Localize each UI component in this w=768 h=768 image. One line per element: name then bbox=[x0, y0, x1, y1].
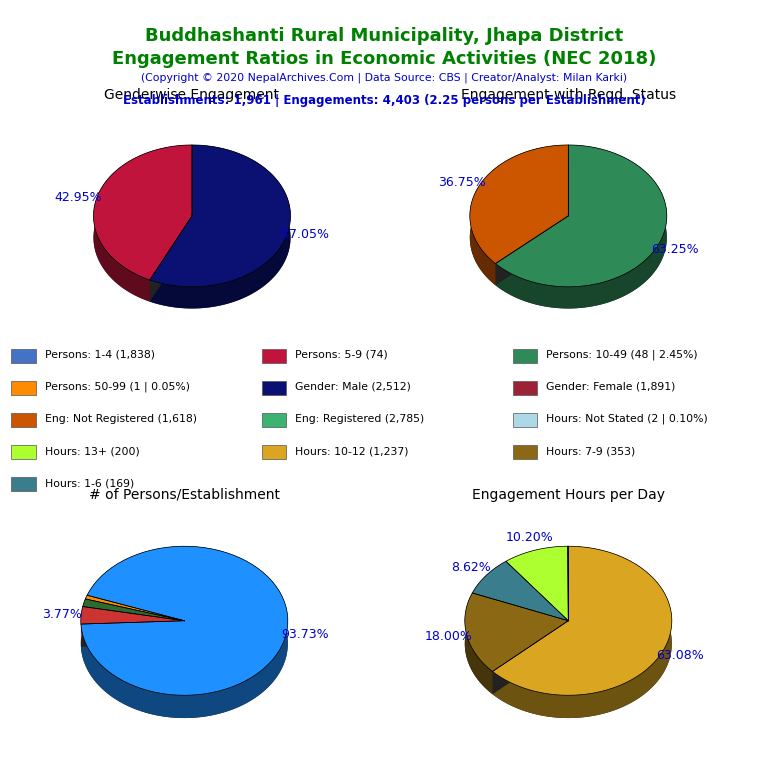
Bar bbox=[263, 445, 286, 459]
Text: Engagement Ratios in Economic Activities (NEC 2018): Engagement Ratios in Economic Activities… bbox=[112, 50, 656, 68]
Bar bbox=[12, 349, 35, 362]
Polygon shape bbox=[83, 599, 184, 644]
Text: 63.08%: 63.08% bbox=[657, 650, 704, 662]
Text: 93.73%: 93.73% bbox=[281, 627, 329, 641]
Polygon shape bbox=[465, 593, 568, 671]
Text: Persons: 1-4 (1,838): Persons: 1-4 (1,838) bbox=[45, 349, 154, 359]
Polygon shape bbox=[506, 546, 568, 621]
Text: 10.20%: 10.20% bbox=[505, 531, 553, 544]
Text: Establishments: 1,961 | Engagements: 4,403 (2.25 persons per Establishment): Establishments: 1,961 | Engagements: 4,4… bbox=[123, 94, 645, 107]
Bar bbox=[513, 445, 538, 459]
Text: Persons: 10-49 (48 | 2.45%): Persons: 10-49 (48 | 2.45%) bbox=[546, 349, 698, 360]
Polygon shape bbox=[94, 145, 192, 302]
Bar bbox=[12, 478, 35, 492]
Polygon shape bbox=[81, 607, 184, 647]
Text: 8.62%: 8.62% bbox=[452, 561, 492, 574]
Text: 63.25%: 63.25% bbox=[650, 243, 698, 257]
Polygon shape bbox=[495, 145, 667, 309]
Text: (Copyright © 2020 NepalArchives.Com | Data Source: CBS | Creator/Analyst: Milan : (Copyright © 2020 NepalArchives.Com | Da… bbox=[141, 73, 627, 84]
Text: 42.95%: 42.95% bbox=[55, 191, 102, 204]
Text: Hours: Not Stated (2 | 0.10%): Hours: Not Stated (2 | 0.10%) bbox=[546, 414, 708, 425]
Polygon shape bbox=[81, 607, 184, 624]
Title: # of Persons/Establishment: # of Persons/Establishment bbox=[89, 488, 280, 502]
Polygon shape bbox=[83, 599, 184, 621]
Text: 18.00%: 18.00% bbox=[424, 631, 472, 644]
Bar bbox=[12, 413, 35, 427]
Polygon shape bbox=[81, 569, 288, 718]
Polygon shape bbox=[470, 145, 568, 285]
Title: Engagement Hours per Day: Engagement Hours per Day bbox=[472, 488, 665, 502]
Bar bbox=[263, 381, 286, 395]
Bar bbox=[513, 381, 538, 395]
Text: Persons: 50-99 (1 | 0.05%): Persons: 50-99 (1 | 0.05%) bbox=[45, 382, 190, 392]
Text: Gender: Female (1,891): Gender: Female (1,891) bbox=[546, 382, 676, 392]
Polygon shape bbox=[81, 546, 288, 695]
Bar bbox=[12, 381, 35, 395]
Bar bbox=[513, 413, 538, 427]
Polygon shape bbox=[94, 167, 290, 309]
Bar bbox=[12, 445, 35, 459]
Polygon shape bbox=[465, 569, 672, 718]
Text: Buddhashanti Rural Municipality, Jhapa District: Buddhashanti Rural Municipality, Jhapa D… bbox=[145, 27, 623, 45]
Text: Gender: Male (2,512): Gender: Male (2,512) bbox=[296, 382, 412, 392]
Polygon shape bbox=[465, 593, 568, 694]
Polygon shape bbox=[150, 145, 290, 286]
Text: Persons: 5-9 (74): Persons: 5-9 (74) bbox=[296, 349, 388, 359]
Text: Eng: Not Registered (1,618): Eng: Not Registered (1,618) bbox=[45, 414, 197, 424]
Text: Hours: 1-6 (169): Hours: 1-6 (169) bbox=[45, 478, 134, 488]
Polygon shape bbox=[472, 561, 568, 644]
Bar bbox=[513, 349, 538, 362]
Text: Hours: 10-12 (1,237): Hours: 10-12 (1,237) bbox=[296, 446, 409, 456]
Text: 57.05%: 57.05% bbox=[281, 228, 329, 240]
Polygon shape bbox=[85, 595, 184, 644]
Text: Hours: 7-9 (353): Hours: 7-9 (353) bbox=[546, 446, 636, 456]
Polygon shape bbox=[85, 595, 184, 621]
Polygon shape bbox=[506, 546, 568, 644]
Polygon shape bbox=[94, 145, 192, 280]
Title: Engagement with Regd. Status: Engagement with Regd. Status bbox=[461, 88, 676, 102]
Polygon shape bbox=[492, 546, 672, 718]
Text: 36.75%: 36.75% bbox=[438, 176, 486, 188]
Polygon shape bbox=[470, 145, 568, 263]
Text: 3.77%: 3.77% bbox=[42, 607, 82, 621]
Polygon shape bbox=[495, 145, 667, 286]
Polygon shape bbox=[81, 546, 288, 718]
Polygon shape bbox=[470, 167, 667, 309]
Text: Hours: 13+ (200): Hours: 13+ (200) bbox=[45, 446, 139, 456]
Polygon shape bbox=[150, 145, 290, 309]
Title: Genderwise Engagement: Genderwise Engagement bbox=[104, 88, 280, 102]
Polygon shape bbox=[472, 561, 568, 621]
Text: Eng: Registered (2,785): Eng: Registered (2,785) bbox=[296, 414, 425, 424]
Bar bbox=[263, 349, 286, 362]
Bar bbox=[263, 413, 286, 427]
Polygon shape bbox=[492, 546, 672, 695]
